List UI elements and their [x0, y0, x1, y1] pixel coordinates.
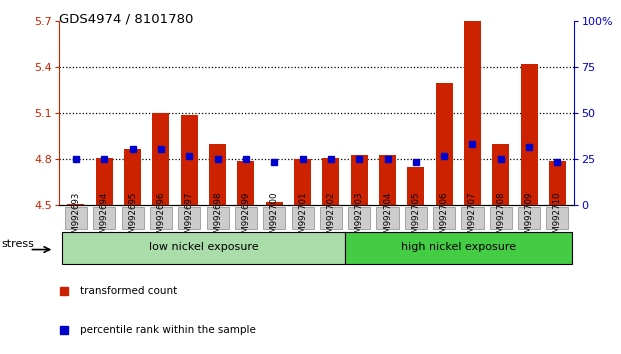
Text: GSM992710: GSM992710: [553, 192, 562, 244]
Bar: [546, 207, 568, 229]
Bar: [518, 207, 540, 229]
Text: GSM992696: GSM992696: [156, 192, 165, 244]
Bar: [322, 158, 339, 205]
Bar: [433, 207, 455, 229]
Bar: [124, 149, 141, 205]
Text: GSM992693: GSM992693: [71, 192, 81, 244]
Text: GSM992709: GSM992709: [525, 192, 533, 244]
Bar: [520, 64, 538, 205]
Bar: [405, 207, 427, 229]
Bar: [376, 207, 399, 229]
Bar: [291, 207, 314, 229]
Bar: [235, 207, 257, 229]
Text: percentile rank within the sample: percentile rank within the sample: [79, 325, 255, 335]
Bar: [436, 82, 453, 205]
Bar: [549, 161, 566, 205]
Bar: [263, 207, 285, 229]
Text: GSM992699: GSM992699: [242, 192, 250, 244]
Bar: [209, 144, 226, 205]
Text: GSM992694: GSM992694: [100, 192, 109, 244]
Bar: [237, 161, 255, 205]
Bar: [96, 158, 113, 205]
Bar: [152, 113, 170, 205]
Text: high nickel exposure: high nickel exposure: [401, 242, 516, 252]
Bar: [379, 155, 396, 205]
Text: GSM992708: GSM992708: [496, 192, 505, 244]
Text: GSM992698: GSM992698: [213, 192, 222, 244]
Text: low nickel exposure: low nickel exposure: [148, 242, 258, 252]
Text: GSM992704: GSM992704: [383, 192, 392, 244]
Text: GDS4974 / 8101780: GDS4974 / 8101780: [59, 12, 193, 25]
Text: GSM992703: GSM992703: [355, 192, 364, 244]
Bar: [122, 207, 143, 229]
Bar: [351, 155, 368, 205]
Bar: [93, 207, 116, 229]
Text: transformed count: transformed count: [79, 286, 177, 296]
Text: stress: stress: [1, 239, 34, 249]
Bar: [181, 115, 197, 205]
Text: GSM992695: GSM992695: [128, 192, 137, 244]
Bar: [490, 207, 512, 229]
Text: GSM992700: GSM992700: [270, 192, 279, 244]
Text: GSM992697: GSM992697: [185, 192, 194, 244]
Bar: [266, 202, 283, 205]
Bar: [65, 207, 87, 229]
Bar: [407, 167, 424, 205]
Bar: [345, 232, 571, 264]
Text: GSM992706: GSM992706: [440, 192, 448, 244]
Bar: [492, 144, 509, 205]
Bar: [62, 232, 345, 264]
Text: GSM992705: GSM992705: [411, 192, 420, 244]
Bar: [320, 207, 342, 229]
Bar: [178, 207, 201, 229]
Text: GSM992702: GSM992702: [327, 192, 335, 244]
Bar: [207, 207, 229, 229]
Text: GSM992707: GSM992707: [468, 192, 477, 244]
Bar: [348, 207, 370, 229]
Bar: [150, 207, 172, 229]
Bar: [294, 159, 311, 205]
Bar: [461, 207, 484, 229]
Text: GSM992701: GSM992701: [298, 192, 307, 244]
Bar: [68, 204, 84, 205]
Bar: [464, 21, 481, 205]
